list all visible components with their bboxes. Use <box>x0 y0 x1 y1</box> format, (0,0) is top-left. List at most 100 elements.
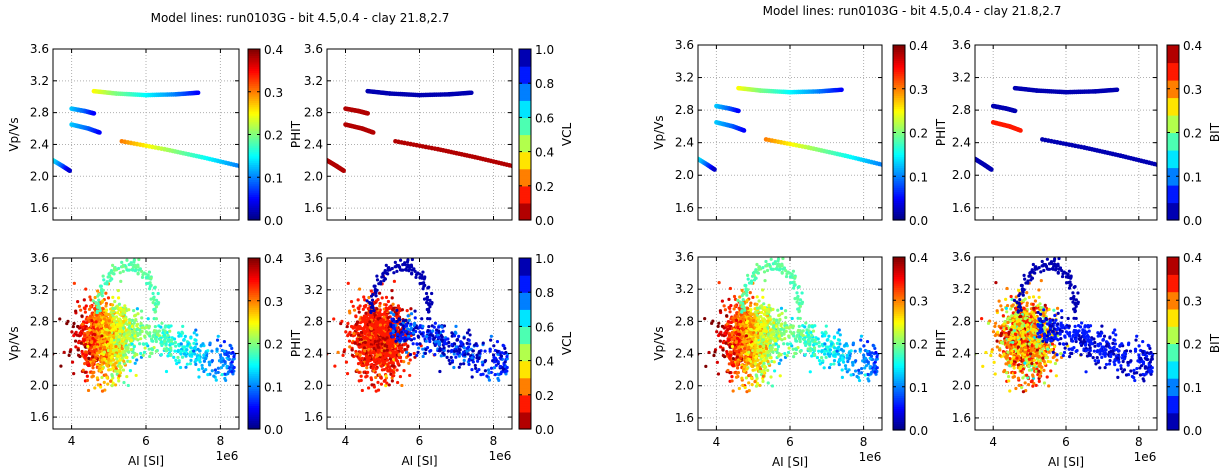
well-data-point <box>409 307 413 311</box>
well-data-point <box>151 339 155 343</box>
well-data-point <box>84 353 88 357</box>
well-data-point <box>147 270 152 274</box>
well-data-point <box>462 350 466 354</box>
well-data-point <box>146 273 150 277</box>
well-data-point <box>122 351 126 355</box>
well-data-point <box>210 349 214 353</box>
y-axis-label: Vp/Vs <box>7 326 21 360</box>
well-data-point <box>223 376 227 381</box>
colorbar-segment <box>519 59 531 63</box>
well-data-point <box>108 352 112 356</box>
well-data-point <box>427 337 432 341</box>
well-data-point <box>76 300 80 304</box>
well-data-point <box>408 353 413 357</box>
well-data-point <box>376 317 380 321</box>
colorbar-segment <box>248 426 260 430</box>
well-data-point <box>148 284 152 288</box>
model-line-point <box>67 168 73 173</box>
well-data-point <box>128 368 133 373</box>
colorbar-segment <box>248 279 260 283</box>
well-data-point <box>404 350 409 354</box>
well-data-point <box>124 355 128 360</box>
colorbar-segment <box>519 420 531 424</box>
well-data-point <box>109 379 113 383</box>
well-data-point <box>104 291 108 295</box>
well-data-point <box>230 346 234 350</box>
well-data-point <box>365 325 369 329</box>
colorbar-segment <box>248 345 260 349</box>
colorbar-segment <box>248 341 260 345</box>
well-data-point <box>379 382 384 386</box>
well-data-point <box>156 302 160 306</box>
well-data-point <box>462 358 466 362</box>
well-data-point <box>139 351 143 356</box>
colorbar-segment <box>519 49 531 52</box>
well-data-point <box>138 342 142 346</box>
well-data-point <box>457 365 461 369</box>
colorbar-segment <box>248 390 260 394</box>
well-data-point <box>393 260 397 265</box>
y-tick-label: 3.6 <box>304 251 323 265</box>
colorbar-segment <box>519 209 531 213</box>
colorbar-segment <box>248 362 260 366</box>
colorbar-segment <box>248 196 260 200</box>
well-data-point <box>358 350 362 354</box>
colorbar-segment <box>248 140 260 144</box>
well-data-point <box>159 352 164 357</box>
well-data-point <box>422 297 427 301</box>
model-line-point <box>236 163 239 169</box>
well-data-point <box>436 329 441 333</box>
colorbar-segment <box>248 217 260 221</box>
well-data-point <box>442 324 447 328</box>
colorbar-segment <box>519 317 531 321</box>
well-data-point <box>103 282 107 286</box>
well-data-point <box>363 340 367 344</box>
colorbar-tick-label: 1.0 <box>535 43 554 57</box>
well-data-point <box>138 331 142 335</box>
well-data-point <box>367 295 371 300</box>
well-data-point <box>354 352 359 356</box>
well-data-point <box>392 364 396 368</box>
well-data-point <box>105 327 109 332</box>
well-data-point <box>110 328 115 332</box>
colorbar-segment <box>248 132 260 136</box>
well-data-point <box>118 306 122 310</box>
well-data-point <box>223 360 227 364</box>
well-data-point <box>375 274 379 278</box>
well-data-point <box>169 346 173 350</box>
colorbar-tick-label: 0.0 <box>535 423 554 437</box>
colorbar-tick-label: 0.8 <box>535 286 554 300</box>
well-data-point <box>121 263 125 267</box>
well-data-point <box>369 310 373 315</box>
colorbar-segment <box>519 373 531 377</box>
well-data-point <box>148 287 152 291</box>
well-data-point <box>364 319 368 323</box>
well-data-point <box>357 287 362 291</box>
well-data-point <box>372 349 376 354</box>
well-data-point <box>129 347 133 352</box>
colorbar-segment <box>519 134 531 138</box>
colorbar-segment <box>519 296 531 300</box>
colorbar-segment <box>519 108 531 112</box>
well-data-point <box>226 371 230 376</box>
well-data-point <box>382 315 386 319</box>
well-data-point <box>100 389 105 393</box>
well-data-point <box>394 346 398 351</box>
well-data-point <box>409 331 413 335</box>
well-data-point <box>356 361 361 366</box>
well-data-point <box>392 326 396 330</box>
well-data-point <box>102 350 107 354</box>
well-data-point <box>366 339 370 343</box>
well-data-point <box>176 349 180 353</box>
colorbar-segment <box>519 68 531 71</box>
well-data-point <box>99 385 103 389</box>
colorbar-segment <box>248 386 260 389</box>
colorbar-segment <box>248 198 260 202</box>
well-data-point <box>174 344 178 348</box>
colorbar-segment <box>248 102 260 106</box>
colorbar-segment <box>519 149 531 153</box>
well-data-point <box>177 342 181 347</box>
well-data-point <box>115 357 119 361</box>
well-data-point <box>452 365 456 370</box>
well-data-point <box>121 308 125 312</box>
